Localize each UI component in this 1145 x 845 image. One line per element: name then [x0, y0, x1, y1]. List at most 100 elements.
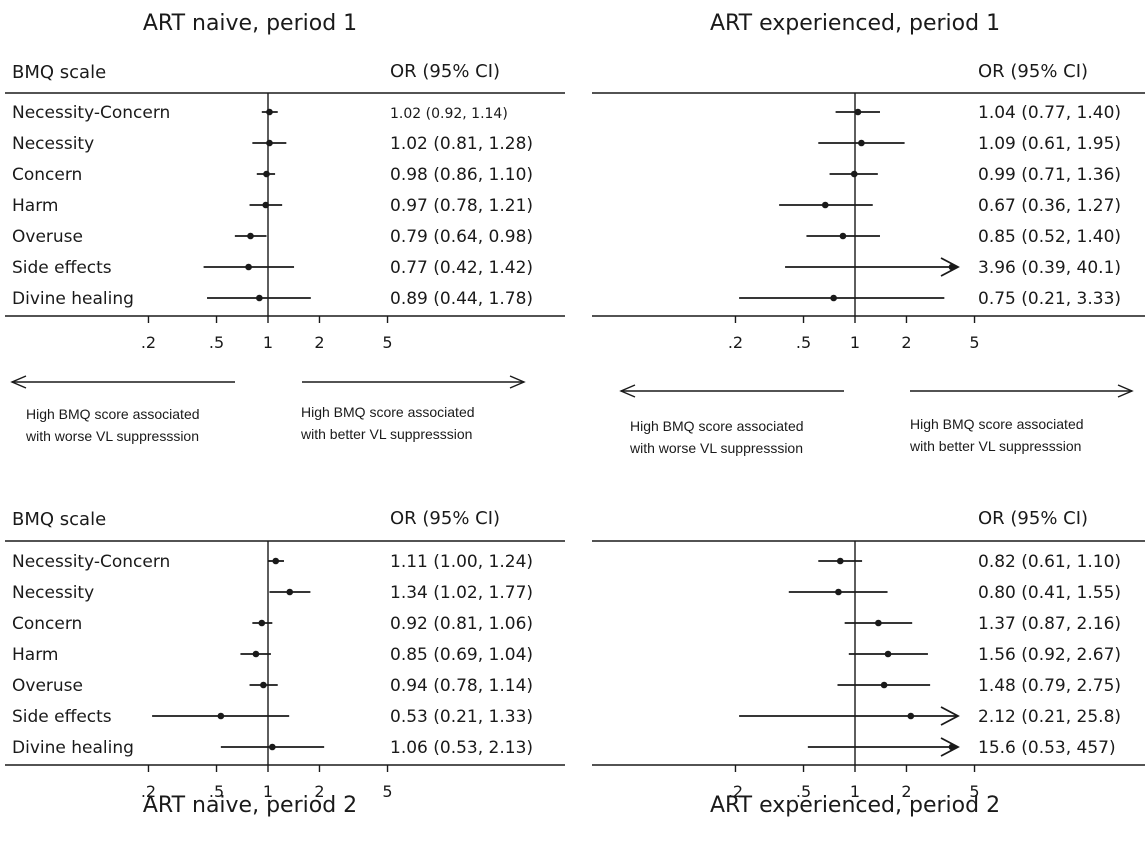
- x-tick-label: 2: [901, 333, 911, 352]
- row-estimate-text: 1.02 (0.92, 1.14): [390, 106, 508, 122]
- point-estimate: [948, 263, 956, 271]
- row-estimate-text: 0.67 (0.36, 1.27): [978, 196, 1121, 216]
- left-arrow-head: [10, 375, 27, 389]
- right-arrow-head: [1117, 384, 1134, 398]
- point-estimate: [256, 294, 263, 302]
- row-estimate-text: 0.99 (0.71, 1.36): [978, 165, 1121, 185]
- x-tick-label: .2: [141, 333, 156, 352]
- point-estimate: [260, 681, 267, 689]
- panel-title: ART experienced, period 1: [710, 11, 1000, 36]
- row-estimate-text: 1.48 (0.79, 2.75): [978, 676, 1121, 696]
- point-estimate: [245, 263, 252, 271]
- panel-title: ART naive, period 2: [143, 793, 357, 818]
- row-label: Overuse: [12, 227, 83, 247]
- point-estimate: [258, 619, 266, 627]
- x-tick-label: .5: [796, 333, 811, 352]
- row-estimate-text: 1.56 (0.92, 2.67): [978, 645, 1121, 665]
- x-tick-label: 1: [850, 333, 860, 352]
- point-estimate: [247, 232, 254, 240]
- row-label: Divine healing: [12, 289, 134, 309]
- point-estimate: [830, 294, 837, 302]
- row-estimate-text: 1.11 (1.00, 1.24): [390, 552, 533, 572]
- x-tick-label: .2: [141, 782, 156, 801]
- label-column-header: BMQ scale: [12, 62, 106, 83]
- x-tick-label: 5: [382, 782, 392, 801]
- x-tick-label: .5: [209, 782, 224, 801]
- point-estimate: [263, 170, 270, 178]
- x-tick-label: 1: [850, 782, 860, 801]
- row-estimate-text: 1.37 (0.87, 2.16): [978, 614, 1121, 634]
- x-tick-label: 5: [382, 333, 392, 352]
- ci-truncation-arrow: [940, 737, 960, 757]
- row-label: Concern: [12, 614, 82, 634]
- left-arrow-head: [619, 384, 636, 398]
- forest-panel-2: ART experienced, period 1 OR (95% CI) .2 .5…: [592, 11, 1145, 456]
- point-estimate: [880, 681, 888, 689]
- ci-truncation-arrow: [940, 257, 960, 277]
- point-estimate: [262, 201, 270, 209]
- point-estimate: [836, 557, 844, 565]
- left-direction-note: High BMQ score associated with worse VL s…: [629, 418, 804, 456]
- point-estimate: [269, 743, 276, 751]
- right-arrow-head: [509, 375, 526, 389]
- point-estimate: [266, 108, 273, 116]
- row-estimate-text: 1.02 (0.81, 1.28): [390, 134, 533, 154]
- row-estimate-text: 0.82 (0.61, 1.10): [978, 552, 1121, 572]
- row-estimate-text: 0.79 (0.64, 0.98): [390, 227, 533, 247]
- ci-truncation-arrow: [940, 706, 960, 726]
- row-label: Necessity: [12, 134, 94, 154]
- point-estimate: [907, 712, 915, 720]
- point-estimate: [217, 712, 225, 720]
- forest-panel-3: ART naive, period 2 BMQ scale OR (95% CI).…: [5, 508, 565, 818]
- x-tick-label: .2: [728, 333, 743, 352]
- row-label: Necessity-Concern: [12, 103, 170, 123]
- x-tick-label: 2: [314, 782, 324, 801]
- point-estimate: [821, 201, 829, 209]
- x-tick-label: 2: [901, 782, 911, 801]
- row-estimate-text: 0.77 (0.42, 1.42): [390, 258, 533, 278]
- row-label: Harm: [12, 196, 58, 216]
- row-estimate-text: 1.34 (1.02, 1.77): [390, 583, 533, 603]
- left-direction-note: High BMQ score associated with worse VL s…: [25, 406, 200, 444]
- panel-title: ART experienced, period 2: [710, 793, 1000, 818]
- row-estimate-text: 0.53 (0.21, 1.33): [390, 707, 533, 727]
- row-estimate-text: 0.75 (0.21, 3.33): [978, 289, 1121, 309]
- point-estimate: [266, 139, 273, 147]
- forest-panel-4: ART experienced, period 2 OR (95% CI) .2 .5…: [592, 508, 1145, 818]
- x-tick-label: 5: [969, 782, 979, 801]
- row-label: Harm: [12, 645, 58, 665]
- x-tick-label: 1: [263, 782, 273, 801]
- value-column-header: OR (95% CI): [390, 508, 500, 529]
- forest-panel-1: ART naive, period 1 BMQ scale OR (95% CI).…: [5, 11, 565, 444]
- row-label: Divine healing: [12, 738, 134, 758]
- row-estimate-text: 0.85 (0.52, 1.40): [978, 227, 1121, 247]
- point-estimate: [272, 557, 280, 565]
- row-label: Necessity-Concern: [12, 552, 170, 572]
- point-estimate: [858, 139, 865, 147]
- point-estimate: [948, 743, 956, 751]
- row-label: Side effects: [12, 258, 112, 278]
- row-estimate-text: 1.06 (0.53, 2.13): [390, 738, 533, 758]
- row-estimate-text: 0.85 (0.69, 1.04): [390, 645, 533, 665]
- label-column-header: BMQ scale: [12, 509, 106, 530]
- point-estimate: [850, 170, 858, 178]
- right-direction-note: High BMQ score associated with better VL …: [909, 416, 1084, 454]
- x-tick-label: 2: [314, 333, 324, 352]
- point-estimate: [835, 588, 842, 596]
- x-tick-label: 1: [263, 333, 273, 352]
- x-tick-label: .5: [209, 333, 224, 352]
- row-estimate-text: 1.09 (0.61, 1.95): [978, 134, 1121, 154]
- value-column-header: OR (95% CI): [390, 61, 500, 82]
- row-estimate-text: 0.80 (0.41, 1.55): [978, 583, 1121, 603]
- row-label: Concern: [12, 165, 82, 185]
- row-label: Overuse: [12, 676, 83, 696]
- point-estimate: [252, 650, 260, 658]
- panel-title: ART naive, period 1: [143, 11, 357, 36]
- row-estimate-text: 15.6 (0.53, 457): [978, 738, 1116, 758]
- row-estimate-text: 3.96 (0.39, 40.1): [978, 258, 1121, 278]
- row-estimate-text: 0.97 (0.78, 1.21): [390, 196, 533, 216]
- right-direction-note: High BMQ score associated with better VL …: [300, 404, 475, 442]
- row-estimate-text: 0.92 (0.81, 1.06): [390, 614, 533, 634]
- row-estimate-text: 0.94 (0.78, 1.14): [390, 676, 533, 696]
